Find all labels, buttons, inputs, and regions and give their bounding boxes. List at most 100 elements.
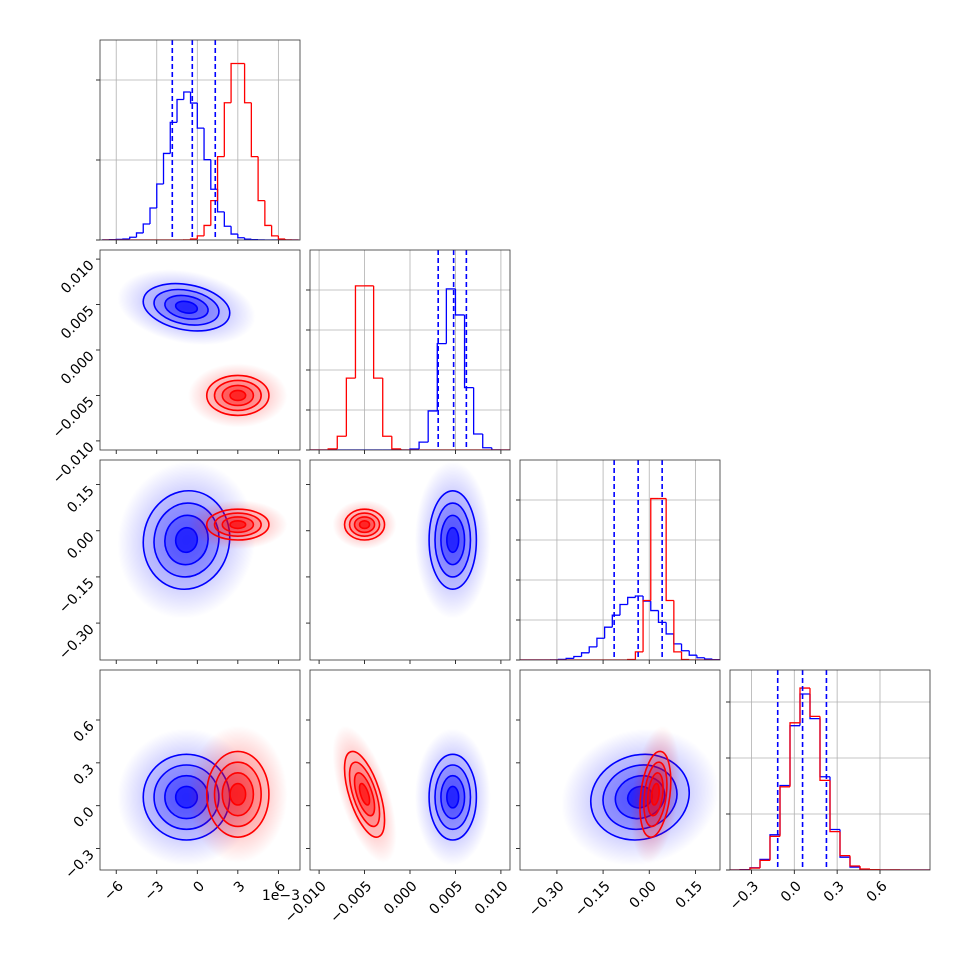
contour (343, 750, 386, 838)
panel-frame (519, 459, 721, 661)
plot-area (561, 725, 719, 866)
histogram-bin (250, 102, 259, 158)
histogram-bin (156, 183, 164, 208)
histogram-bin (230, 62, 238, 103)
density-fill (230, 520, 246, 529)
y-tick-label: −0.3 (62, 847, 97, 882)
histogram-bin (573, 655, 582, 659)
histogram-bin (650, 601, 659, 612)
x-tick-label: −6 (101, 878, 127, 904)
contour (221, 516, 255, 534)
panel (96, 39, 301, 244)
contour (213, 512, 262, 537)
histogram-bin (849, 855, 860, 867)
histogram-bin (454, 288, 465, 316)
histogram-bin (277, 235, 286, 240)
histogram-bin (237, 234, 245, 239)
histogram-bin (696, 655, 705, 659)
histogram-bin (749, 867, 760, 870)
histogram-bin (819, 716, 830, 782)
plot-area (310, 250, 510, 450)
x-tick-label: 0.15 (673, 878, 706, 911)
contour (229, 389, 247, 402)
histogram-bin (445, 288, 456, 344)
contour (643, 761, 668, 828)
histogram-bin (657, 610, 667, 624)
histogram-bin (418, 441, 429, 450)
contour (205, 374, 270, 417)
histogram-bin (665, 498, 674, 602)
offset-label: 1e−3 (262, 888, 300, 904)
histogram-bin (243, 63, 252, 104)
plot-area (520, 460, 720, 660)
histogram-bin (270, 225, 279, 237)
panel-frame (309, 249, 511, 451)
histogram-bin (869, 869, 880, 870)
plot-area (730, 670, 930, 870)
x-tick-label: 0 (190, 878, 208, 896)
contour (221, 384, 255, 407)
contour (213, 761, 262, 828)
histogram-bin (345, 377, 356, 437)
histogram-bin (472, 387, 483, 435)
density-fill (446, 786, 459, 808)
contour (229, 519, 247, 530)
x-tick-label: −0.30 (526, 878, 568, 920)
contour (650, 782, 661, 806)
histogram-bin (673, 600, 682, 653)
histogram-bin (203, 224, 211, 236)
density-fill (359, 783, 370, 805)
histogram-bin (203, 128, 211, 161)
panel (516, 459, 721, 664)
contour (142, 282, 231, 332)
histogram-bin (688, 650, 697, 656)
histogram-bin (196, 103, 205, 129)
contour (446, 526, 460, 554)
y-tick-label: −0.010 (50, 439, 98, 487)
panel-frame (309, 459, 511, 661)
x-tick-label: 0.0 (778, 878, 805, 905)
panel: −0.30−0.15 0.00 0.15 (516, 669, 721, 920)
x-tick-label: 0.6 (864, 878, 891, 905)
contour (205, 750, 270, 838)
contour (428, 489, 478, 591)
histogram-bin (135, 232, 144, 238)
histogram-bin (189, 238, 198, 240)
histogram-bin (216, 155, 225, 201)
contour (343, 508, 386, 541)
y-tick-label: −0.15 (56, 575, 98, 617)
histogram-bin (829, 780, 840, 833)
contour (646, 772, 664, 817)
histogram-bin (336, 435, 347, 449)
panel-frame (519, 669, 721, 871)
x-tick-label: 0.000 (381, 878, 421, 918)
panel-frame (309, 669, 511, 871)
y-tick-label: 0.0 (71, 804, 98, 831)
contour (229, 782, 247, 806)
y-tick-label: 0.005 (58, 303, 98, 343)
histogram-bin (427, 410, 438, 443)
y-tick-label: −0.005 (50, 394, 98, 442)
histogram-bin (809, 688, 820, 718)
histogram-bin (162, 152, 171, 184)
contour (153, 288, 220, 326)
contour (205, 508, 270, 541)
histogram-bin (779, 786, 790, 837)
plot-area (332, 461, 491, 619)
histogram-bin (372, 285, 383, 379)
histogram-bin (463, 314, 474, 389)
x-tick-label: −0.3 (727, 878, 762, 913)
contour (164, 294, 209, 320)
density-fill (230, 390, 246, 401)
x-tick-label: 0.010 (472, 878, 512, 918)
histogram-bin (382, 378, 392, 437)
plot-area (117, 269, 288, 428)
panel (306, 459, 511, 664)
y-tick-label: 0.000 (58, 348, 98, 388)
y-tick-label: 0.00 (64, 529, 97, 562)
y-tick-label: 0.15 (64, 483, 97, 516)
histogram-bin (627, 596, 636, 605)
